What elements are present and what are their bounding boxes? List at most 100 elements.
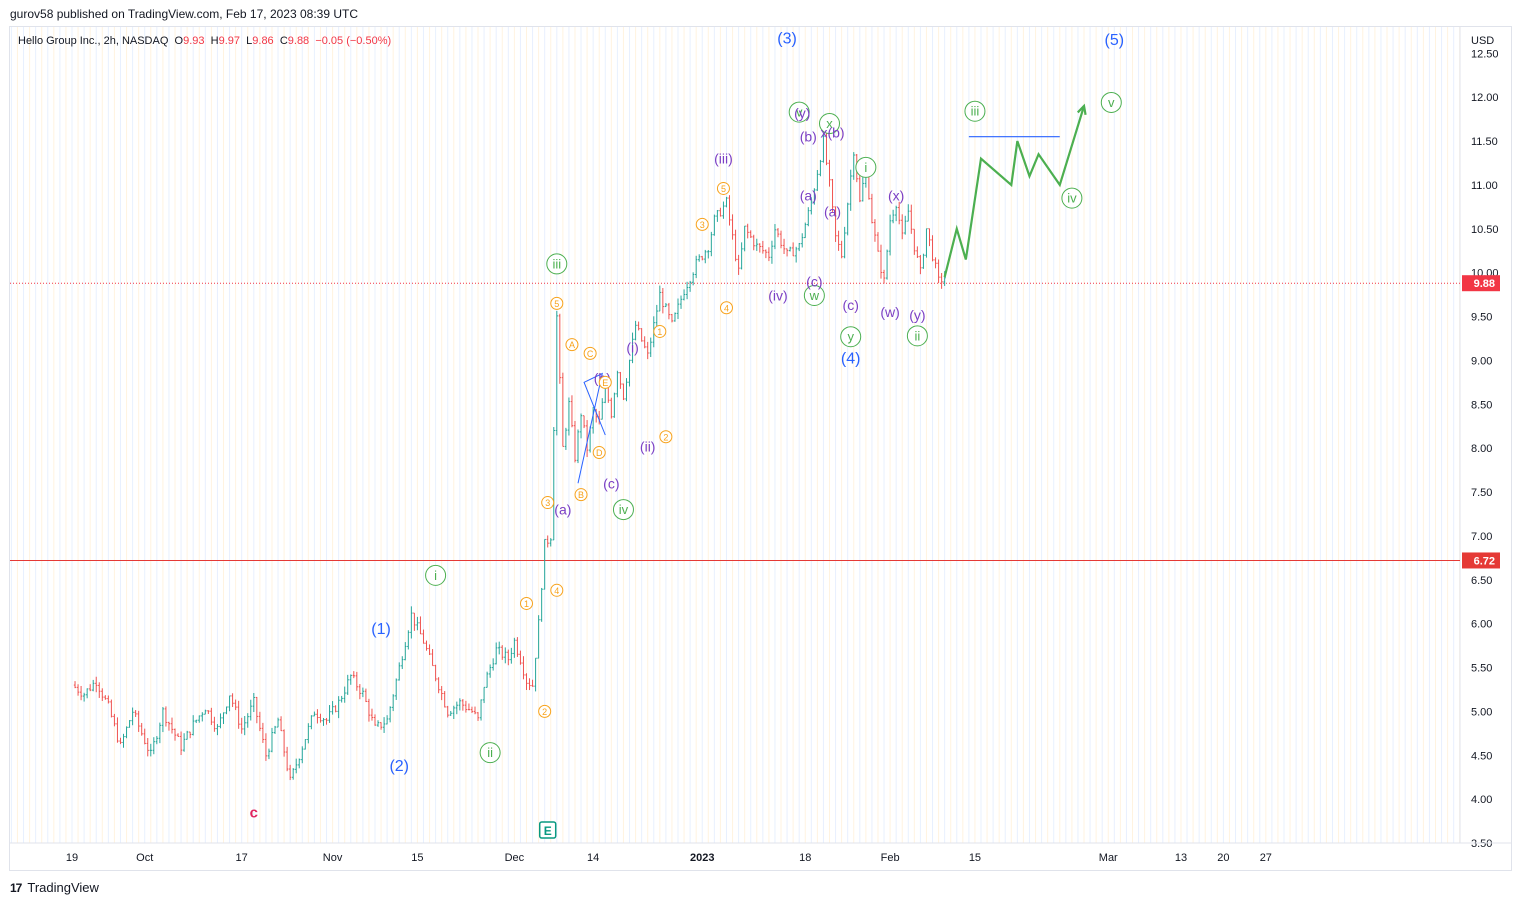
wave-label[interactable]: (iv) [768, 287, 787, 303]
wave-label[interactable]: w [809, 288, 820, 303]
wave-label[interactable]: (2) [389, 758, 409, 775]
price-tag: 6.72 [1474, 555, 1495, 567]
x-tick-label: 27 [1260, 852, 1272, 864]
x-tick-label: Dec [505, 852, 525, 864]
wave-label[interactable]: (y) [909, 307, 925, 323]
wave-label[interactable]: B [578, 490, 584, 500]
x-tick-label: 2023 [690, 852, 714, 864]
wave-label[interactable]: 4 [724, 303, 729, 313]
y-tick-label: 7.00 [1471, 531, 1492, 543]
wave-label[interactable]: (i) [626, 339, 638, 355]
wave-label[interactable]: i [434, 568, 437, 583]
wave-label[interactable]: c [250, 804, 258, 821]
wave-label[interactable]: iv [619, 502, 629, 517]
wave-label[interactable]: (a) [824, 203, 841, 219]
wave-label[interactable]: y [847, 329, 854, 344]
y-tick-label: 11.50 [1471, 136, 1498, 148]
wave-label[interactable]: 2 [542, 707, 547, 717]
x-tick-label: 14 [587, 852, 599, 864]
x-tick-label: Mar [1099, 852, 1118, 864]
wave-label[interactable]: (c) [843, 297, 859, 313]
y-tick-label: 8.00 [1471, 443, 1492, 455]
wave-label[interactable]: v [1108, 95, 1115, 110]
wave-label-circle [550, 296, 564, 310]
wave-label[interactable]: (iii) [714, 151, 733, 167]
wave-label-circle [538, 704, 552, 718]
wave-label[interactable]: (1) [371, 621, 391, 638]
ohlc-open-label: O [174, 35, 184, 47]
ohlc-high-label: H [210, 35, 219, 47]
wave-label-circle [819, 113, 840, 135]
y-tick-label: 9.50 [1471, 312, 1492, 324]
wave-label-circle [964, 100, 986, 122]
projection-arrowhead [1076, 103, 1087, 116]
wave-label[interactable]: 5 [554, 299, 559, 309]
wave-label[interactable]: 3 [700, 220, 705, 230]
wave-label[interactable]: (y) [794, 105, 810, 121]
footer-brand[interactable]: 17 TradingView [10, 880, 99, 895]
currency-label: USD [1471, 35, 1494, 47]
wave-label[interactable]: iii [971, 104, 980, 119]
wave-label-circle [906, 325, 928, 347]
wave-label[interactable]: iii [552, 256, 561, 271]
x-tick-label: Nov [323, 852, 343, 864]
wave-label-circle [653, 324, 667, 338]
y-tick-label: 7.50 [1471, 487, 1492, 499]
wave-label[interactable]: (4) [841, 351, 861, 368]
wave-label-circle [583, 346, 597, 360]
wave-label[interactable]: ii [914, 328, 920, 343]
x-tick-label: 20 [1217, 852, 1229, 864]
wave-label-circle [788, 101, 810, 123]
wave-label[interactable]: iv [1067, 191, 1077, 206]
y-tick-label: 10.50 [1471, 224, 1499, 236]
wave-label[interactable]: ii [487, 745, 493, 760]
wave-label[interactable]: (5) [1105, 32, 1125, 49]
ohlc-high: 9.97 [218, 35, 241, 47]
wave-label[interactable]: 2 [663, 432, 668, 442]
wave-label[interactable]: 5 [721, 184, 726, 194]
wave-label[interactable]: (ii) [640, 438, 656, 454]
earnings-icon[interactable] [538, 821, 557, 839]
wave-label-circle [1100, 91, 1122, 113]
wave-label[interactable]: (3) [777, 30, 797, 47]
wave-label-circle [479, 742, 501, 764]
wave-label[interactable]: (w) [880, 304, 899, 320]
symbol-name[interactable]: Hello Group Inc., 2h, NASDAQ [18, 35, 169, 47]
wave-label[interactable]: (x) [888, 187, 904, 203]
wave-label[interactable]: E [602, 378, 608, 388]
wave-label[interactable]: x(b) [820, 124, 844, 140]
wave-label[interactable]: (b) [800, 129, 817, 145]
published-info: gurov58 published on TradingView.com, Fe… [10, 7, 358, 21]
footer-brand-text: TradingView [27, 880, 99, 895]
ohlc-low-label: L [246, 35, 253, 47]
x-tick-label: Oct [136, 852, 153, 864]
wave-label[interactable]: 4 [554, 586, 559, 596]
projection-path[interactable] [943, 105, 1086, 278]
wave-label-circle [550, 583, 564, 597]
wave-label-circle [855, 156, 877, 178]
wave-label[interactable]: (a) [554, 502, 571, 518]
wave-label[interactable]: x [826, 116, 833, 131]
wave-label[interactable]: (c) [806, 273, 822, 289]
wave-label[interactable]: v [796, 105, 803, 120]
wave-label[interactable]: i [864, 160, 867, 175]
ohlc-change: −0.05 (−0.50%) [315, 35, 392, 47]
wave-label[interactable]: 1 [524, 599, 529, 609]
wave-label[interactable]: (c) [603, 475, 619, 491]
wave-label[interactable]: 1 [657, 327, 662, 337]
wave-label-circle [598, 375, 612, 389]
wave-label[interactable]: 3 [545, 498, 550, 508]
triangle-drawing[interactable] [577, 372, 606, 484]
wave-label[interactable]: (a) [800, 187, 817, 203]
wave-label[interactable]: A [569, 340, 575, 350]
wave-label[interactable]: C [587, 349, 594, 359]
y-tick-label: 5.50 [1471, 663, 1492, 675]
y-tick-label: 12.00 [1471, 92, 1499, 104]
y-tick-label: 11.00 [1471, 180, 1498, 192]
wave-label[interactable]: D [596, 448, 603, 458]
wave-label-circle [803, 284, 825, 306]
price-tag-bg [1462, 275, 1500, 292]
wave-label-circle [1061, 187, 1083, 209]
wave-label-circle [425, 564, 447, 586]
